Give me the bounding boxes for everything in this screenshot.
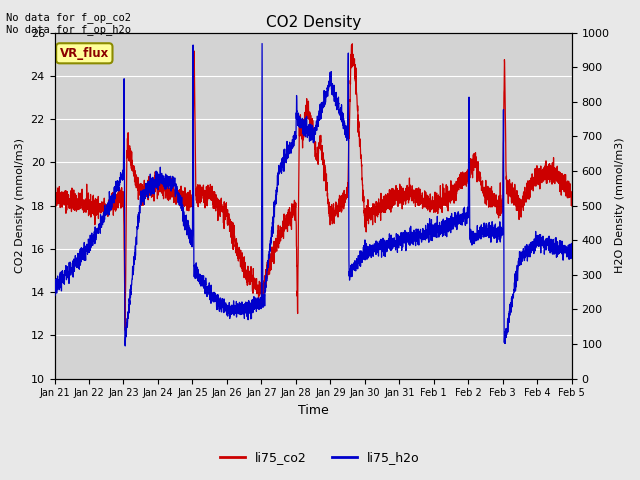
Y-axis label: CO2 Density (mmol/m3): CO2 Density (mmol/m3) [15, 138, 25, 273]
Title: CO2 Density: CO2 Density [266, 15, 361, 30]
Text: VR_flux: VR_flux [60, 47, 109, 60]
Legend: li75_co2, li75_h2o: li75_co2, li75_h2o [215, 446, 425, 469]
Text: No data for f_op_co2
No data for f_op_h2o: No data for f_op_co2 No data for f_op_h2… [6, 12, 131, 36]
X-axis label: Time: Time [298, 404, 328, 417]
Y-axis label: H2O Density (mmol/m3): H2O Density (mmol/m3) [615, 138, 625, 274]
